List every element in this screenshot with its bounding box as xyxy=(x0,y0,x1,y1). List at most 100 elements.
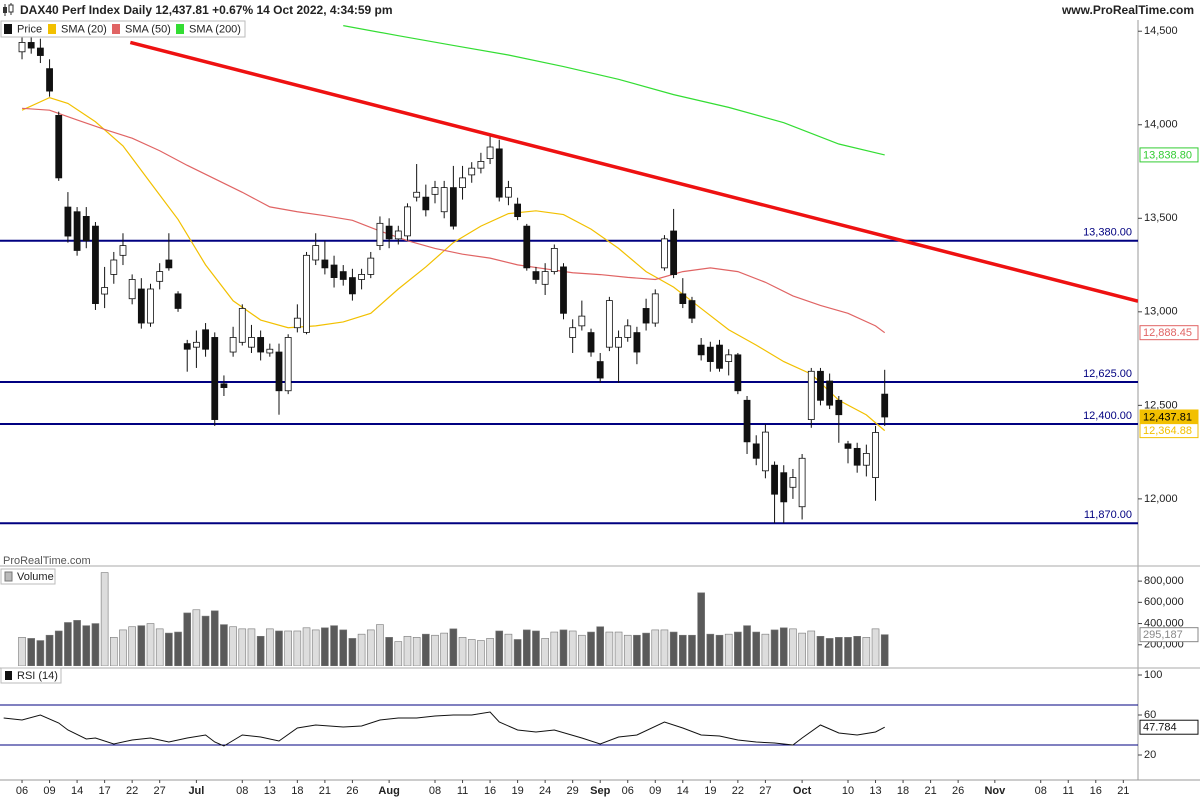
rsi-line xyxy=(3,711,885,747)
volume-bar xyxy=(45,634,54,666)
candle-body xyxy=(862,453,870,466)
candle-body xyxy=(532,271,540,280)
panel-swatch xyxy=(5,671,12,680)
candle-body xyxy=(780,472,788,503)
candle-body xyxy=(459,177,466,189)
volume-bar xyxy=(440,632,448,666)
volume-bar xyxy=(449,628,458,666)
candle-body xyxy=(36,47,44,56)
legend-swatch xyxy=(176,24,184,34)
level-label: 12,625.00 xyxy=(1083,368,1132,380)
volume-bar xyxy=(238,628,247,666)
volume-bar xyxy=(91,623,100,666)
candle-body xyxy=(743,399,751,443)
candle-body xyxy=(798,457,806,508)
y-tick-label: 12,000 xyxy=(1144,493,1178,505)
legend-label: Price xyxy=(17,23,42,35)
x-tick-label: 19 xyxy=(704,785,716,797)
candle-body xyxy=(92,225,99,304)
x-tick-label: 29 xyxy=(567,785,579,797)
volume-bar xyxy=(779,627,788,666)
candle-body xyxy=(688,300,696,319)
x-tick-label: 26 xyxy=(346,785,358,797)
candle-body xyxy=(137,288,145,324)
x-tick-label: Nov xyxy=(984,785,1006,797)
volume-bar xyxy=(266,628,274,666)
volume-bar xyxy=(752,631,761,666)
candle-body xyxy=(18,42,26,53)
volume-bar xyxy=(394,641,403,666)
source: www.ProRealTime.com xyxy=(1061,3,1194,17)
legend-label: SMA (200) xyxy=(189,23,241,35)
volume-bar xyxy=(100,572,109,666)
candle-body xyxy=(661,238,668,269)
candle-body xyxy=(128,279,136,300)
volume-bar xyxy=(27,638,36,666)
volume-bar xyxy=(155,628,164,666)
candle-body xyxy=(550,248,558,272)
volume-bar xyxy=(146,623,155,666)
candle-body xyxy=(505,187,512,198)
moving-average xyxy=(21,96,886,432)
candle-body xyxy=(872,432,879,478)
volume-bar xyxy=(513,639,522,666)
candle-body xyxy=(477,161,485,169)
candle-body xyxy=(330,264,338,278)
chart-title: DAX40 Perf Index Daily 12,437.81 +0.67% … xyxy=(20,3,393,17)
candle-body xyxy=(706,346,714,362)
candle-body xyxy=(339,271,347,280)
candle-body xyxy=(165,259,173,269)
volume-bar xyxy=(596,626,605,666)
candle-body xyxy=(119,245,127,256)
candle-body xyxy=(440,187,448,213)
volume-bar xyxy=(697,592,705,666)
volume-bar xyxy=(293,630,302,666)
volume-bar xyxy=(64,622,72,666)
candle-body xyxy=(422,196,430,211)
candle-body xyxy=(303,254,310,333)
volume-bar xyxy=(119,629,127,666)
volume-bar xyxy=(339,629,348,666)
moving-average xyxy=(21,107,886,334)
x-tick-label: 08 xyxy=(236,785,248,797)
x-tick-label: 14 xyxy=(71,785,83,797)
candle-body xyxy=(844,443,852,449)
value-tag xyxy=(1139,423,1199,439)
y-tick-label: 100 xyxy=(1144,669,1162,681)
volume-bar xyxy=(467,639,476,666)
volume-bar xyxy=(568,630,577,666)
candle-body xyxy=(789,477,797,488)
candle-body xyxy=(211,337,219,420)
legend-swatch xyxy=(4,24,12,34)
level-label: 12,400.00 xyxy=(1083,410,1132,422)
x-tick-label: 16 xyxy=(484,785,496,797)
volume-bar xyxy=(128,626,136,666)
volume-bar xyxy=(623,634,632,666)
x-tick-label: 27 xyxy=(759,785,771,797)
panel-header-box xyxy=(0,667,62,684)
candle-body xyxy=(27,42,35,49)
candle-body xyxy=(229,337,237,353)
moving-average xyxy=(343,25,885,156)
volume-bar xyxy=(871,628,880,666)
plot-area xyxy=(0,704,1138,747)
candle-body xyxy=(257,337,265,353)
volume-bar xyxy=(54,630,63,666)
volume-bar xyxy=(422,633,430,666)
volume-bar xyxy=(633,634,641,666)
candle-body xyxy=(514,203,522,218)
volume-bar xyxy=(587,631,595,666)
volume-bar xyxy=(183,612,192,666)
candle-body xyxy=(293,317,301,329)
candle-body xyxy=(495,148,503,198)
volume-bar xyxy=(724,633,733,666)
x-tick-label: 18 xyxy=(897,785,909,797)
x-tick-label: 13 xyxy=(869,785,881,797)
volume-bar xyxy=(495,630,504,666)
candle-body xyxy=(413,191,421,198)
candle-body xyxy=(835,399,843,416)
candle-body xyxy=(734,354,742,392)
volume-bar xyxy=(201,615,210,666)
x-tick-label: 09 xyxy=(43,785,55,797)
